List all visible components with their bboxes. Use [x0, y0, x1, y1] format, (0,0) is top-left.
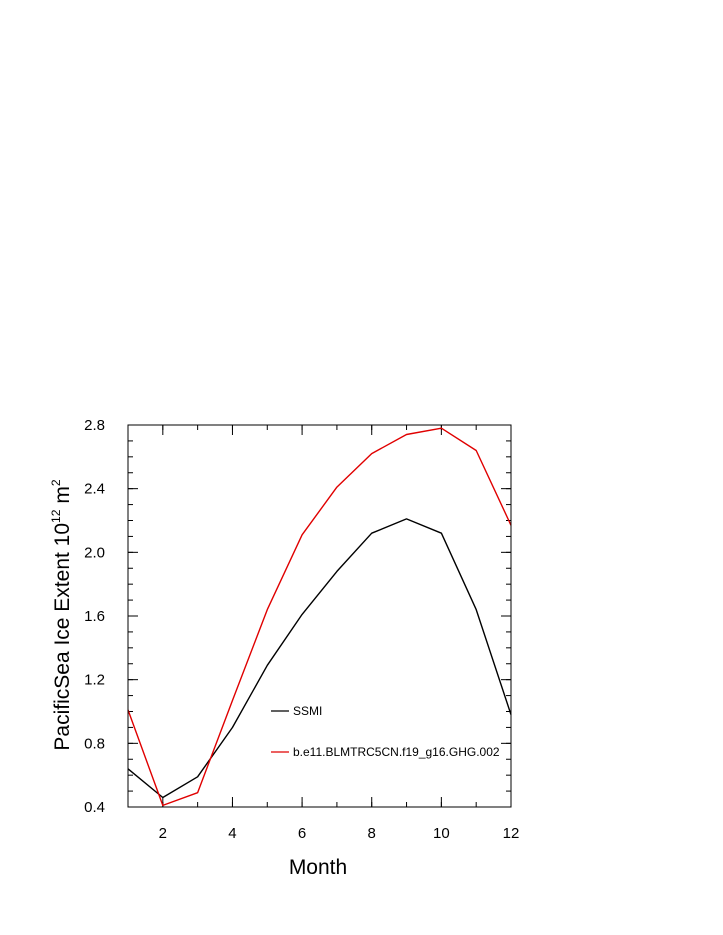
series-line-model — [127, 427, 512, 807]
y-tick-label: 2.0 — [84, 544, 105, 561]
legend-label-model: b.e11.BLMTRC5CN.f19_g16.GHG.002 — [293, 745, 500, 759]
x-axis-title: Month — [289, 856, 347, 879]
y-axis-title-unit: m — [51, 486, 74, 504]
x-tick-label: 8 — [368, 825, 376, 842]
y-tick-label: 0.8 — [84, 735, 105, 752]
y-tick-label: 1.6 — [84, 608, 105, 625]
x-tick-label: 10 — [433, 825, 450, 842]
y-tick-labels: 0.4 0.8 1.2 1.6 2.0 2.4 2.8 — [84, 417, 105, 816]
y-axis-title-exponent: 12 — [49, 509, 63, 523]
x-tick-label: 2 — [159, 825, 167, 842]
y-tick-label: 2.4 — [84, 481, 105, 498]
series-lines — [127, 427, 512, 807]
y-tick-label: 2.8 — [84, 417, 105, 434]
plot-frame — [127, 424, 512, 808]
x-tick-label: 12 — [503, 825, 520, 842]
y-axis-title: PacificSea Ice Extent 1012 m2 — [49, 479, 74, 751]
y-tick-label: 0.4 — [84, 799, 105, 816]
x-tick-labels: 2 4 6 8 10 12 — [159, 825, 520, 842]
legend: SSMI b.e11.BLMTRC5CN.f19_g16.GHG.002 — [271, 704, 500, 759]
x-tick-label: 6 — [298, 825, 306, 842]
y-axis-title-unit-exponent: 2 — [49, 479, 63, 486]
series-line-ssmi — [127, 518, 512, 799]
y-tick-label: 1.2 — [84, 672, 105, 689]
legend-label-ssmi: SSMI — [293, 704, 322, 718]
y-axis-title-prefix: PacificSea Ice Extent 10 — [51, 523, 74, 751]
x-tick-label: 4 — [228, 825, 236, 842]
